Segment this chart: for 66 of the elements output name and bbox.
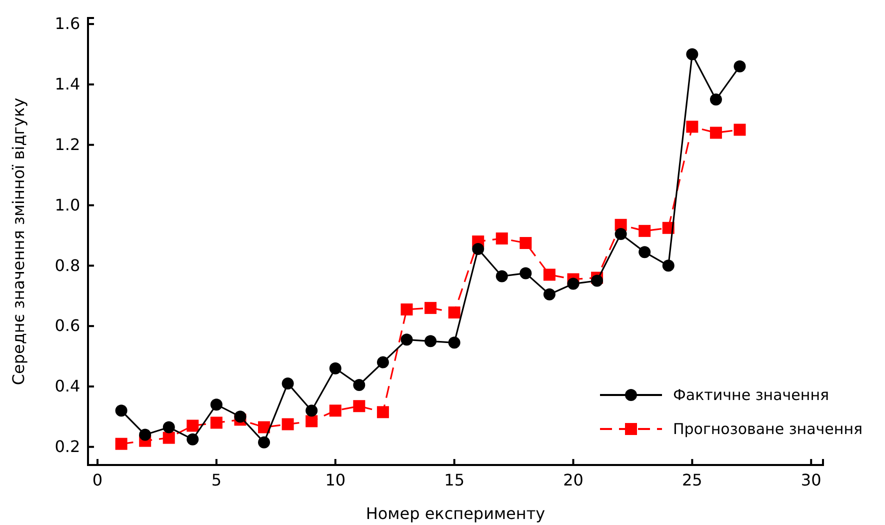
point [376, 406, 389, 418]
x-tick-label: 10 [325, 470, 346, 490]
point [186, 433, 199, 446]
point [400, 334, 413, 346]
point [282, 377, 294, 390]
point [329, 404, 342, 417]
point [567, 278, 580, 290]
x-tick-label: 5 [211, 470, 222, 490]
point [424, 302, 437, 314]
point [162, 421, 175, 434]
point [258, 436, 270, 448]
x-tick-label: 20 [563, 470, 584, 490]
x-tick-label: 15 [444, 470, 464, 490]
point [162, 432, 175, 444]
y-tick-label: 1.6 [54, 14, 80, 34]
legend-label: Прогнозоване значення [673, 420, 863, 438]
point [210, 398, 222, 411]
point [282, 418, 294, 430]
point [424, 335, 437, 348]
point [472, 243, 484, 256]
point [258, 421, 270, 434]
point [306, 415, 318, 428]
point [734, 60, 746, 72]
point [734, 124, 746, 136]
x-axis-title: Номер експерименту [366, 504, 546, 523]
point [353, 378, 366, 391]
x-tick-label: 30 [800, 470, 822, 490]
point [186, 420, 199, 432]
y-axis-title: Середнє значення змінної відгуку [9, 98, 28, 386]
legend-label: Фактичне значення [673, 386, 830, 404]
point [496, 232, 508, 244]
point [614, 228, 627, 240]
point [139, 428, 152, 441]
point [234, 410, 246, 423]
y-tick-label: 0.6 [54, 316, 80, 336]
x-tick-label: 0 [92, 470, 103, 490]
y-tick-label: 1.4 [54, 74, 80, 94]
y-tick-label: 1.2 [54, 134, 80, 154]
point [638, 224, 651, 237]
y-tick-label: 1.0 [54, 195, 80, 214]
y-tick-label: 0.8 [54, 256, 80, 275]
point [329, 362, 342, 374]
point [496, 270, 508, 282]
point [353, 400, 366, 412]
point [448, 336, 460, 349]
point [710, 94, 722, 106]
point [520, 237, 532, 250]
point [306, 404, 318, 417]
y-tick-label: 0.4 [54, 376, 80, 396]
point [448, 306, 460, 318]
point [591, 274, 604, 287]
point [686, 120, 698, 133]
point [543, 288, 556, 300]
point [115, 438, 128, 450]
point [210, 416, 222, 429]
point [638, 246, 651, 258]
point [543, 268, 556, 281]
point [710, 126, 722, 139]
point [115, 404, 128, 417]
y-tick-label: 0.2 [54, 437, 80, 456]
x-tick-label: 25 [682, 470, 702, 490]
point [376, 356, 389, 368]
point [662, 260, 674, 272]
point [686, 48, 698, 60]
point [400, 303, 413, 316]
point [520, 267, 532, 280]
